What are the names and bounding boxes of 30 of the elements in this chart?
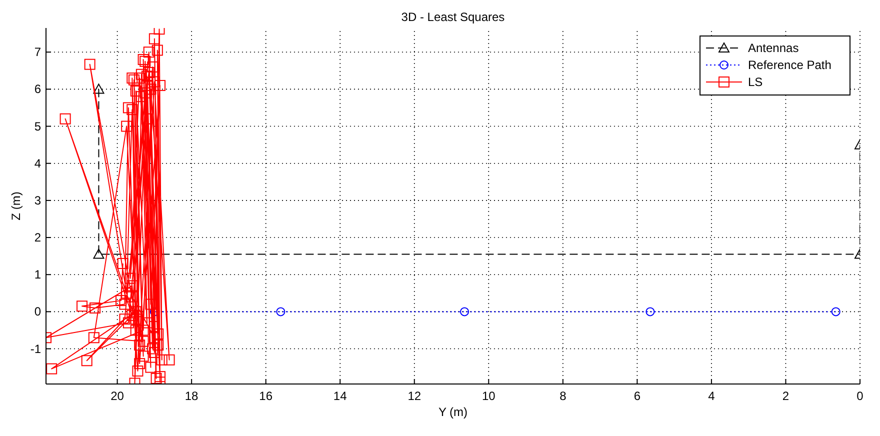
y-axis-title: Z (m) — [9, 192, 23, 220]
x-tick-label: 4 — [708, 389, 716, 403]
x-tick-label: 6 — [634, 389, 641, 403]
x-tick-label: 2 — [782, 389, 790, 403]
y-tick-label: 3 — [34, 193, 42, 208]
point — [646, 307, 655, 316]
x-tick-label: 12 — [408, 389, 422, 403]
legend-label: Antennas — [748, 41, 799, 55]
x-tick-label: 0 — [856, 389, 864, 403]
x-tick-label: 14 — [333, 389, 348, 403]
y-tick-label: 7 — [34, 45, 42, 60]
y-tick-label: 6 — [34, 82, 42, 96]
point — [276, 307, 286, 316]
y-tick-label: 2 — [34, 230, 42, 245]
point — [831, 307, 840, 316]
chart-title: 3D - Least Squares — [401, 10, 505, 24]
x-tick-label: 16 — [259, 389, 273, 403]
y-tick-label: 4 — [34, 156, 42, 170]
y-tick-label: 5 — [34, 119, 42, 134]
legend-label: LS — [748, 75, 763, 89]
legend-label: Reference Path — [748, 58, 832, 72]
y-tick-label: -1 — [30, 342, 42, 356]
x-tick-label: 10 — [482, 389, 496, 403]
x-tick-label: 8 — [560, 389, 567, 403]
y-tick-label: 0 — [34, 304, 42, 319]
point — [460, 307, 470, 316]
x-tick-label: 20 — [110, 389, 124, 403]
x-tick-label: 18 — [184, 389, 199, 403]
x-axis-title: Y (m) — [438, 405, 468, 419]
y-tick-label: 1 — [34, 268, 42, 282]
